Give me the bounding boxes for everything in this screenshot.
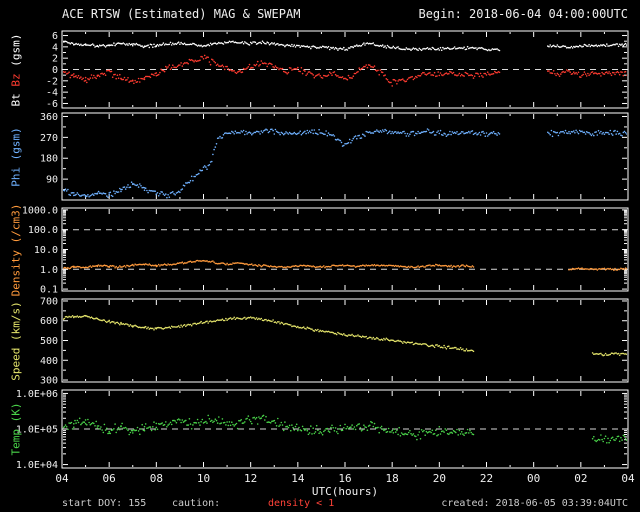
- y-tick-label: 100.0: [28, 225, 58, 236]
- y-tick-label: -4: [46, 88, 58, 99]
- x-tick-label: 08: [150, 472, 163, 485]
- caution-label: caution:: [172, 498, 221, 509]
- bt-bz-axis-label: Bt Bz (gsm): [10, 33, 23, 106]
- created-timestamp: created: 2018-06-05 03:39:04UTC: [441, 498, 628, 509]
- y-tick-label: -2: [46, 76, 58, 87]
- y-tick-label: 6: [52, 31, 58, 42]
- x-tick-label: 04: [55, 472, 69, 485]
- panel-density: 1000.0 100.0 10.0 1.0 0.1: [22, 205, 629, 296]
- x-tick-label: 16: [338, 472, 351, 485]
- series-bz: [63, 54, 627, 87]
- y-tick-label: 700: [40, 296, 58, 307]
- y-tick-label: 4: [52, 42, 58, 53]
- y-tick-label: 400: [40, 356, 58, 367]
- y-tick-label: 10.0: [34, 245, 58, 256]
- plot-title: ACE RTSW (Estimated) MAG & SWEPAM: [62, 7, 301, 21]
- speed-axis-label: Speed (km/s): [9, 300, 23, 381]
- y-tick-label: 300: [40, 376, 58, 387]
- y-tick-label: 500: [40, 336, 58, 347]
- y-tick-label: -6: [46, 99, 58, 110]
- panel-temp: 1.0E+06 1.0E+05 1.0E+04: [16, 389, 629, 471]
- y-tick-label: 180: [40, 154, 58, 165]
- y-tick-label: 360: [40, 112, 58, 123]
- x-tick-label: 00: [527, 472, 540, 485]
- y-tick-label: 270: [40, 133, 58, 144]
- y-tick-label: 90: [46, 175, 58, 186]
- x-tick-label: 20: [433, 472, 446, 485]
- x-axis-label: UTC(hours): [311, 485, 379, 498]
- x-tick-label: 02: [574, 472, 587, 485]
- series-temp: [63, 414, 627, 444]
- phi-axis-label: Phi (gsm): [9, 126, 23, 187]
- bt-label: Bt: [9, 86, 23, 106]
- x-tick-label: 06: [103, 472, 116, 485]
- temp-axis-label: Temp (K): [9, 402, 23, 456]
- series-density: [63, 259, 627, 272]
- density-warning-label: density < 1: [268, 498, 335, 509]
- series-speed: [63, 314, 627, 357]
- start-doy-label: start DOY: 155: [62, 498, 147, 509]
- panel-phi: 360 270 180 90: [40, 112, 629, 201]
- y-tick-label: 2: [52, 54, 58, 65]
- y-tick-label: 1000.0: [22, 205, 58, 216]
- x-tick-label: 12: [244, 472, 257, 485]
- x-tick-label: 10: [197, 472, 210, 485]
- y-tick-label: 1.0: [40, 265, 58, 276]
- y-tick-label: 1.0E+04: [16, 460, 58, 471]
- density-axis-label: Density (/cm3): [9, 203, 23, 296]
- x-tick-label: 18: [386, 472, 399, 485]
- panel-speed: 700 600 500 400 300: [40, 296, 629, 387]
- series-phi: [63, 128, 627, 199]
- gsm-unit-label: (gsm): [9, 33, 23, 67]
- bz-label: Bz: [9, 66, 23, 87]
- y-tick-label: 0: [52, 65, 58, 76]
- y-tick-label: 1.0E+05: [16, 425, 58, 436]
- x-tick-label: 14: [291, 472, 305, 485]
- y-tick-label: 1.0E+06: [16, 389, 58, 400]
- y-tick-label: 600: [40, 316, 58, 327]
- y-tick-label: 0.1: [40, 285, 58, 296]
- begin-timestamp: Begin: 2018-06-04 04:00:00UTC: [418, 7, 628, 21]
- x-tick-label: 22: [480, 472, 493, 485]
- x-tick-label: 04: [621, 472, 635, 485]
- series-bt: [63, 40, 627, 52]
